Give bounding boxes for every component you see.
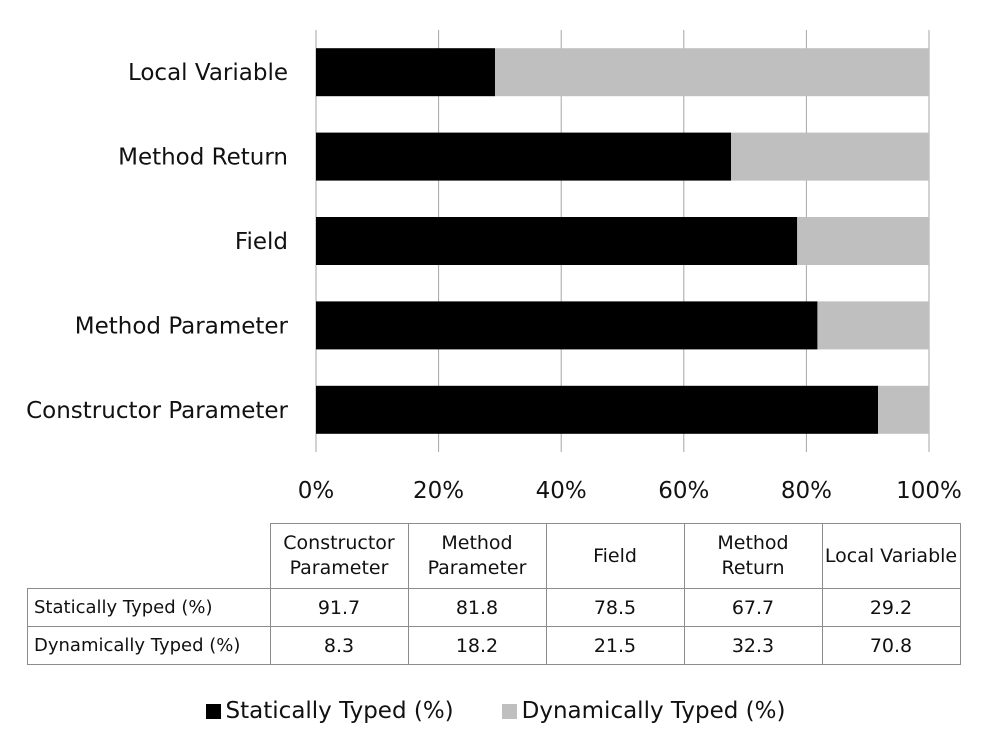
data-table: Constructor Parameter Method Parameter F… xyxy=(27,523,961,665)
table-cell: 29.2 xyxy=(821,588,961,627)
table-cell: 78.5 xyxy=(545,588,685,627)
legend-label-dynamic: Dynamically Typed (%) xyxy=(521,698,786,724)
bar-dynamically-typed xyxy=(797,217,929,265)
legend-item-static: Statically Typed (%) xyxy=(205,698,454,724)
x-tick-label: 80% xyxy=(781,478,832,504)
bar-dynamically-typed xyxy=(817,301,929,350)
table-row: Statically Typed (%) 91.7 81.8 78.5 67.7… xyxy=(27,588,961,627)
table-cell: 8.3 xyxy=(269,626,409,665)
bar-dynamically-typed xyxy=(878,385,929,434)
table-cell: 32.3 xyxy=(683,626,823,665)
category-label: Constructor Parameter xyxy=(26,398,288,424)
x-tick-label: 100% xyxy=(896,478,962,504)
table-row-label: Dynamically Typed (%) xyxy=(27,626,271,665)
table-cell: 18.2 xyxy=(407,626,547,665)
x-tick-label: 60% xyxy=(658,478,709,504)
table-row: Dynamically Typed (%) 8.3 18.2 21.5 32.3… xyxy=(27,626,961,665)
legend-item-dynamic: Dynamically Typed (%) xyxy=(501,698,786,724)
table-cell: 70.8 xyxy=(821,626,961,665)
bar-statically-typed xyxy=(316,385,879,434)
x-tick-label: 0% xyxy=(298,478,335,504)
stacked-bar-chart: Local Variable Method Return Field Method P… xyxy=(26,30,962,504)
bar-dynamically-typed xyxy=(731,132,929,181)
legend: Statically Typed (%) Dynamically Typed (… xyxy=(0,698,991,724)
category-label: Field xyxy=(235,229,288,255)
table-cell: 91.7 xyxy=(269,588,409,627)
bar-statically-typed xyxy=(316,301,818,350)
category-label: Method Return xyxy=(118,145,288,171)
table-header-cell: Field xyxy=(545,523,685,589)
x-tick-label: 40% xyxy=(536,478,587,504)
table-cell: 67.7 xyxy=(683,588,823,627)
legend-swatch-dynamic xyxy=(501,703,517,719)
table-header-row: Constructor Parameter Method Parameter F… xyxy=(27,523,961,589)
table-cell: 21.5 xyxy=(545,626,685,665)
legend-swatch-static xyxy=(205,703,221,719)
table-header-cell: Local Variable xyxy=(821,523,961,589)
category-label: Local Variable xyxy=(128,60,288,86)
table-cell: 81.8 xyxy=(407,588,547,627)
bar-statically-typed xyxy=(316,132,732,181)
table-row-label: Statically Typed (%) xyxy=(27,588,271,627)
x-tick-label: 20% xyxy=(413,478,464,504)
table-header-cell: Constructor Parameter xyxy=(269,523,409,589)
bar-dynamically-typed xyxy=(494,48,929,97)
table-header-cell: Method Parameter xyxy=(407,523,547,589)
legend-label-static: Statically Typed (%) xyxy=(225,698,454,724)
bar-statically-typed xyxy=(316,48,495,97)
category-label: Method Parameter xyxy=(75,313,289,339)
table-header-cell: Method Return xyxy=(683,523,823,589)
bar-statically-typed xyxy=(316,217,798,265)
